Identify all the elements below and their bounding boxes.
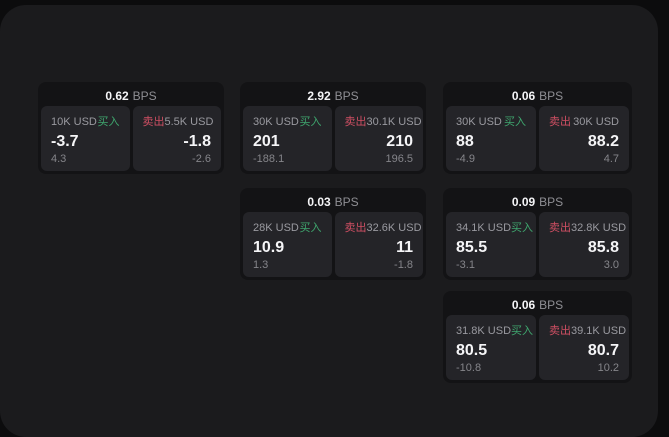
- quotes-panel: 0.62 BPS 10K USD 买入 -3.7 4.3 卖出 5.5K USD…: [0, 5, 658, 437]
- quote-card: 2.92 BPS 30K USD 买入 201 -188.1 卖出 30.1K …: [240, 82, 426, 174]
- bps-unit-label: BPS: [539, 194, 564, 209]
- buy-side-label: 买入: [299, 116, 322, 128]
- bps-unit-label: BPS: [334, 88, 359, 103]
- sell-size: 30.1K USD: [366, 116, 422, 128]
- sell-side-label: 卖出: [142, 116, 165, 128]
- buy-price: 80.5: [456, 341, 488, 359]
- sell-tile[interactable]: 卖出 32.8K USD 85.8 3.0: [539, 212, 629, 277]
- bps-spread-value: 0.06: [511, 297, 536, 312]
- buy-side-label: 买入: [504, 116, 526, 128]
- quote-panels: 30K USD 买入 88 -4.9 卖出 30K USD 88.2 4.7: [446, 106, 629, 171]
- sell-sub-value: 10.2: [597, 362, 619, 374]
- sell-size: 39.1K USD: [571, 325, 627, 337]
- buy-sub-value: -4.9: [456, 153, 475, 165]
- quote-panels: 28K USD 买入 10.9 1.3 卖出 32.6K USD 11 -1.8: [243, 212, 423, 277]
- sell-price: 11: [396, 238, 413, 256]
- buy-tile[interactable]: 31.8K USD 买入 80.5 -10.8: [446, 315, 536, 380]
- bps-spread-value: 0.06: [511, 88, 536, 103]
- bps-unit-label: BPS: [132, 88, 157, 103]
- buy-price: 85.5: [456, 238, 488, 256]
- sell-sub-value: 4.7: [603, 153, 619, 165]
- sell-price: 88.2: [587, 132, 619, 150]
- sell-side-label: 卖出: [549, 116, 571, 128]
- sell-price: 210: [386, 132, 413, 150]
- buy-side-label: 买入: [511, 222, 534, 234]
- buy-tile[interactable]: 30K USD 买入 88 -4.9: [446, 106, 536, 171]
- buy-tile[interactable]: 34.1K USD 买入 85.5 -3.1: [446, 212, 536, 277]
- buy-price: -3.7: [51, 132, 79, 150]
- bps-spread-value: 2.92: [307, 88, 331, 103]
- sell-size: 32.6K USD: [366, 222, 422, 234]
- sell-price: -1.8: [183, 132, 211, 150]
- buy-size: 34.1K USD: [456, 222, 512, 234]
- card-header: 0.06 BPS: [446, 85, 629, 106]
- quote-card: 0.06 BPS 31.8K USD 买入 80.5 -10.8 卖出 39.1…: [443, 291, 632, 383]
- sell-tile[interactable]: 卖出 30K USD 88.2 4.7: [539, 106, 629, 171]
- sell-sub-value: 196.5: [385, 153, 413, 165]
- buy-price: 201: [253, 132, 280, 150]
- buy-sub-value: -188.1: [253, 153, 285, 165]
- buy-side-label: 买入: [511, 325, 534, 337]
- sell-size: 5.5K USD: [164, 116, 214, 128]
- sell-tile[interactable]: 卖出 30.1K USD 210 196.5: [334, 106, 423, 171]
- buy-price: 10.9: [253, 238, 285, 256]
- quote-card: 0.06 BPS 30K USD 买入 88 -4.9 卖出 30K USD 8…: [443, 82, 632, 174]
- bps-spread-value: 0.03: [307, 194, 331, 209]
- buy-sub-value: -3.1: [456, 259, 475, 271]
- buy-size: 28K USD: [253, 222, 299, 234]
- buy-size: 10K USD: [51, 116, 97, 128]
- sell-sub-value: -2.6: [192, 153, 211, 165]
- buy-size: 30K USD: [253, 116, 299, 128]
- sell-side-label: 卖出: [549, 222, 571, 234]
- quote-panels: 10K USD 买入 -3.7 4.3 卖出 5.5K USD -1.8 -2.…: [41, 106, 221, 171]
- sell-size: 30K USD: [573, 116, 619, 128]
- quote-card: 0.09 BPS 34.1K USD 买入 85.5 -3.1 卖出 32.8K…: [443, 188, 632, 280]
- buy-sub-value: 1.3: [253, 259, 269, 271]
- card-header: 0.03 BPS: [243, 191, 423, 212]
- sell-size: 32.8K USD: [571, 222, 627, 234]
- quote-panels: 34.1K USD 买入 85.5 -3.1 卖出 32.8K USD 85.8…: [446, 212, 629, 277]
- sell-sub-value: -1.8: [394, 259, 413, 271]
- buy-size: 31.8K USD: [456, 325, 512, 337]
- bps-unit-label: BPS: [539, 297, 564, 312]
- buy-size: 30K USD: [456, 116, 502, 128]
- card-header: 0.09 BPS: [446, 191, 629, 212]
- quote-card: 0.03 BPS 28K USD 买入 10.9 1.3 卖出 32.6K US…: [240, 188, 426, 280]
- buy-sub-value: -10.8: [456, 362, 482, 374]
- bps-unit-label: BPS: [334, 194, 359, 209]
- buy-side-label: 买入: [97, 116, 120, 128]
- buy-tile[interactable]: 28K USD 买入 10.9 1.3: [243, 212, 332, 277]
- sell-price: 85.8: [587, 238, 619, 256]
- buy-sub-value: 4.3: [51, 153, 67, 165]
- buy-price: 88: [456, 132, 474, 150]
- bps-spread-value: 0.62: [105, 88, 129, 103]
- quote-panels: 30K USD 买入 201 -188.1 卖出 30.1K USD 210 1…: [243, 106, 423, 171]
- sell-side-label: 卖出: [344, 116, 367, 128]
- sell-price: 80.7: [587, 341, 619, 359]
- sell-side-label: 卖出: [344, 222, 367, 234]
- card-header: 2.92 BPS: [243, 85, 423, 106]
- bps-spread-value: 0.09: [511, 194, 536, 209]
- buy-tile[interactable]: 10K USD 买入 -3.7 4.3: [41, 106, 130, 171]
- sell-tile[interactable]: 卖出 39.1K USD 80.7 10.2: [539, 315, 629, 380]
- sell-tile[interactable]: 卖出 32.6K USD 11 -1.8: [334, 212, 423, 277]
- card-header: 0.62 BPS: [41, 85, 221, 106]
- quote-card: 0.62 BPS 10K USD 买入 -3.7 4.3 卖出 5.5K USD…: [38, 82, 224, 174]
- sell-side-label: 卖出: [549, 325, 571, 337]
- sell-tile[interactable]: 卖出 5.5K USD -1.8 -2.6: [132, 106, 221, 171]
- sell-sub-value: 3.0: [603, 259, 619, 271]
- card-header: 0.06 BPS: [446, 294, 629, 315]
- quote-panels: 31.8K USD 买入 80.5 -10.8 卖出 39.1K USD 80.…: [446, 315, 629, 380]
- bps-unit-label: BPS: [539, 88, 564, 103]
- buy-side-label: 买入: [299, 222, 322, 234]
- buy-tile[interactable]: 30K USD 买入 201 -188.1: [243, 106, 332, 171]
